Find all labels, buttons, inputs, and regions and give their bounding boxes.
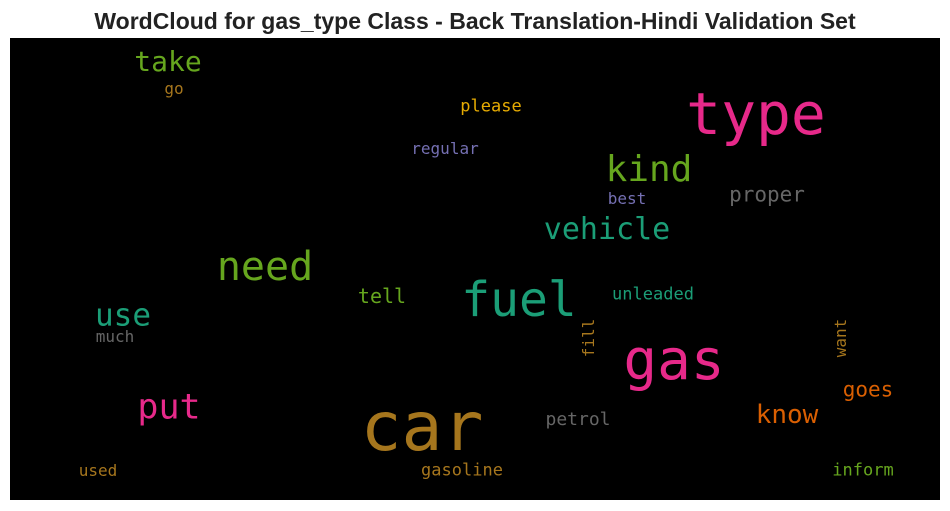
word-gas: gas <box>623 328 725 393</box>
word-car: car <box>360 388 484 467</box>
word-vehicle: vehicle <box>543 212 671 247</box>
word-please: please <box>460 96 522 117</box>
word-put: put <box>137 387 201 428</box>
word-go: go <box>164 79 184 98</box>
word-use: use <box>95 297 151 334</box>
word-unleaded: unleaded <box>612 284 694 305</box>
word-petrol: petrol <box>545 409 611 430</box>
word-know: know <box>755 400 819 430</box>
chart-title: WordCloud for gas_type Class - Back Tran… <box>94 8 856 34</box>
word-type: type <box>686 80 826 148</box>
word-fill: fill <box>579 318 598 358</box>
word-goes: goes <box>842 377 894 402</box>
word-need: need <box>216 244 314 290</box>
word-fuel: fuel <box>461 272 577 328</box>
word-gasoline: gasoline <box>421 460 503 481</box>
word-tell: tell <box>357 284 407 308</box>
word-regular: regular <box>411 139 479 158</box>
word-inform: inform <box>832 460 894 481</box>
word-want: want <box>831 318 850 358</box>
word-used: used <box>78 461 118 480</box>
word-take: take <box>134 45 202 78</box>
word-kind: kind <box>605 149 693 190</box>
word-much: much <box>95 327 135 346</box>
wordcloud-panel: car type gas fuel need kind put vehicle use take k… <box>10 38 940 500</box>
word-proper: proper <box>729 182 805 207</box>
word-best: best <box>607 189 647 208</box>
